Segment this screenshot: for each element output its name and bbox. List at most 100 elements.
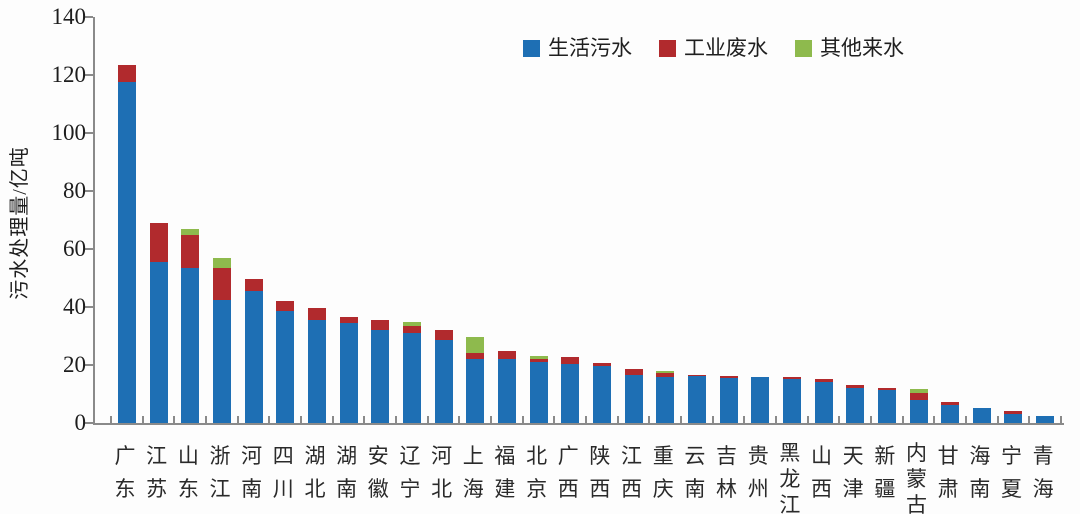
x-axis-tick [490, 416, 493, 423]
x-category-label: 福 建 [494, 444, 516, 501]
x-category-label: 贵 州 [747, 444, 769, 501]
bar-segment [941, 404, 960, 423]
bar-segment [941, 402, 960, 405]
bar-segment [339, 322, 358, 423]
x-category-label: 上 海 [462, 444, 484, 501]
bar-segment [846, 385, 865, 388]
y-tick-label: 0 [74, 410, 87, 435]
x-axis-tick [648, 416, 651, 423]
x-category-label: 内 蒙 古 [906, 441, 927, 514]
x-axis-tick [585, 416, 588, 423]
bar-segment [592, 366, 611, 423]
bar-stack [181, 228, 200, 423]
y-axis-tick [84, 190, 93, 192]
bar-stack [497, 350, 516, 423]
bar-segment [877, 390, 896, 423]
bar-segment [592, 362, 611, 367]
x-axis-tick [521, 416, 524, 423]
bar-segment [181, 228, 200, 235]
bar-stack [561, 357, 580, 423]
plot-area [84, 16, 1064, 425]
y-tick-label: 80 [63, 178, 86, 203]
x-category-label: 云 南 [684, 444, 706, 501]
bar-segment [814, 381, 833, 423]
bar-segment [529, 358, 548, 363]
bar-segment [687, 375, 706, 423]
x-axis-tick [1028, 416, 1031, 423]
bar-stack [909, 389, 928, 423]
bar-segment [149, 262, 168, 423]
y-axis-tick [84, 16, 93, 18]
x-axis-tick [173, 416, 176, 423]
bar-segment [466, 352, 485, 360]
x-axis-tick [933, 416, 936, 423]
y-tick-label: 60 [63, 236, 86, 261]
bar-segment [402, 333, 421, 423]
x-axis-tick [901, 416, 904, 423]
legend-item-industrial-wastewater: 工业废水 [659, 38, 768, 59]
bar-segment [656, 371, 675, 373]
bar-stack [941, 402, 960, 423]
y-axis-tick [84, 364, 93, 366]
bar-segment [687, 374, 706, 376]
y-axis-tick [84, 306, 93, 308]
bar-segment [782, 377, 801, 379]
bar-stack [1004, 410, 1023, 423]
bar-stack [149, 222, 168, 423]
bar-segment [1004, 414, 1023, 423]
legend-swatch-icon [795, 40, 812, 57]
bar-stack [339, 317, 358, 423]
bar-segment [561, 364, 580, 423]
bar-segment [212, 299, 231, 423]
bar-stack [877, 387, 896, 423]
bar-segment [814, 378, 833, 382]
bar-stack [624, 369, 643, 423]
x-axis-tick [395, 416, 398, 423]
bar-segment [1004, 410, 1023, 415]
y-tick-label: 40 [63, 294, 86, 319]
x-category-label: 河 南 [241, 444, 263, 501]
bar-segment [212, 267, 231, 300]
bar-segment [1036, 416, 1055, 423]
bar-segment [307, 320, 326, 423]
x-category-label: 湖 南 [336, 444, 358, 501]
x-category-label: 湖 北 [304, 444, 326, 501]
x-category-label: 甘 肃 [937, 444, 959, 501]
bar-segment [751, 376, 770, 378]
legend-label: 其他来水 [820, 36, 904, 60]
bar-stack [751, 376, 770, 423]
x-axis-tick [205, 416, 208, 423]
x-category-label: 黑 龙 江 [779, 441, 801, 514]
legend-swatch-icon [523, 40, 540, 57]
x-axis-tick [1059, 416, 1062, 423]
bar-segment [972, 407, 991, 423]
x-axis-tick [743, 416, 746, 423]
bar-stack [402, 322, 421, 423]
bar-segment [402, 325, 421, 334]
y-axis-tick [84, 74, 93, 76]
x-category-label: 江 苏 [146, 444, 168, 501]
x-category-label: 宁 夏 [1000, 444, 1022, 501]
bar-segment [181, 267, 200, 423]
bar-stack [687, 374, 706, 423]
legend-item-other-sources: 其他来水 [795, 38, 904, 59]
x-category-label: 陕 西 [589, 444, 611, 501]
bar-segment [371, 330, 390, 423]
bar-segment [402, 322, 421, 326]
bar-segment [751, 377, 770, 423]
x-category-label: 青 海 [1032, 444, 1054, 501]
x-axis-tick [141, 416, 144, 423]
x-category-label: 山 西 [811, 444, 833, 501]
bar-segment [656, 376, 675, 423]
bar-segment [434, 330, 453, 341]
y-axis-tick [84, 422, 93, 424]
x-category-label: 北 京 [526, 444, 548, 501]
bar-segment [909, 393, 928, 400]
bar-stack [212, 257, 231, 423]
x-category-label: 天 津 [842, 444, 864, 501]
bar-stack [656, 371, 675, 423]
x-axis-tick [553, 416, 556, 423]
x-axis-tick [236, 416, 239, 423]
bar-segment [529, 355, 548, 359]
